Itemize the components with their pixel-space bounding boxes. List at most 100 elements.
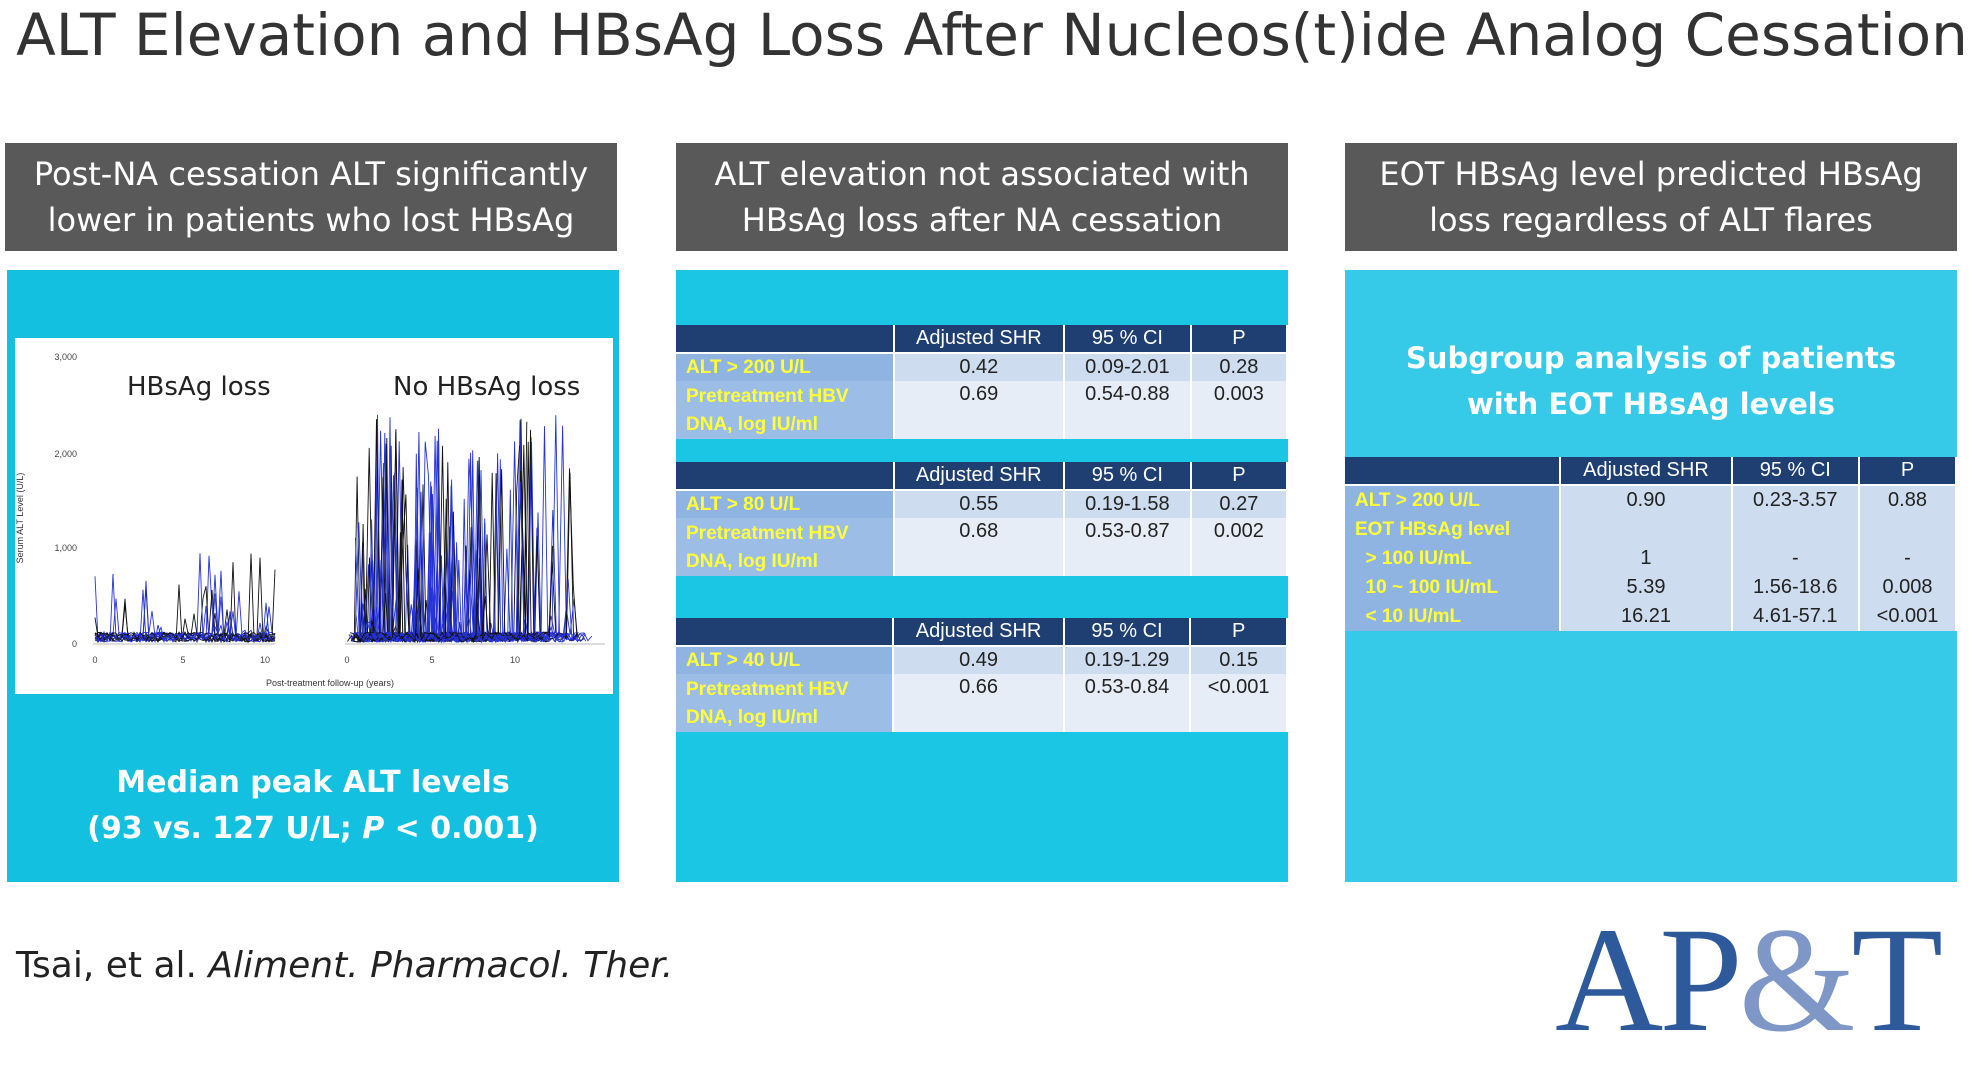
- ytick-label: 3,000: [54, 352, 77, 362]
- plot-xlabel: Post-treatment follow-up (years): [266, 678, 394, 688]
- table-row: > 100 IU/mL 1- -: [1345, 544, 1957, 573]
- header-blank-cell: [676, 462, 895, 491]
- cell-ci: 0.53-0.87: [1063, 518, 1192, 576]
- subgroup-table: Adjusted SHR 95 % CI P ALT > 200 U/L 0.90 0.2…: [1345, 457, 1957, 631]
- column-header: P: [1190, 618, 1288, 647]
- cell-p: [1859, 515, 1957, 544]
- subgroup-title: Subgroup analysis of patients with EOT H…: [1405, 341, 1897, 421]
- row-label: Pretreatment HBV DNA, log IU/ml: [676, 381, 895, 439]
- alt-trace-line: [94, 553, 276, 644]
- column-header: Adjusted SHR: [1560, 457, 1733, 486]
- column-header: Adjusted SHR: [893, 618, 1065, 647]
- cell-shr: 0.55: [893, 490, 1065, 518]
- cell-p: 0.88: [1859, 485, 1957, 515]
- cell-ci: 0.19-1.29: [1063, 646, 1192, 674]
- column-header: P: [1190, 462, 1289, 491]
- cell-shr: 0.90: [1560, 485, 1733, 515]
- row-label: ALT > 200 U/L: [676, 353, 895, 381]
- xtick-label: 10: [260, 655, 270, 665]
- plot-label-hbsag-loss: HBsAg loss: [127, 372, 271, 402]
- cell-p: 0.002: [1190, 518, 1289, 576]
- column-header: 95 % CI: [1064, 325, 1192, 354]
- table-row: ALT > 80 U/L 0.55 0.19-1.58 0.27: [676, 490, 1289, 518]
- cell-shr: 0.66: [893, 674, 1065, 732]
- cell-p: <0.001: [1859, 602, 1957, 631]
- header-eot-predicted: EOT HBsAg level predicted HBsAg loss reg…: [1345, 143, 1957, 251]
- cell-ci: 0.19-1.58: [1063, 490, 1192, 518]
- median-text: < 0.001): [384, 811, 539, 846]
- cell-p: 0.28: [1190, 353, 1289, 381]
- cell-p: <0.001: [1190, 674, 1288, 732]
- median-line1: Median peak ALT levels: [116, 765, 510, 800]
- shr-table: Adjusted SHR 95 % CI P ALT > 40 U/L 0.49 0.19…: [676, 618, 1288, 732]
- row-label: 10 ~ 100 IU/mL: [1345, 573, 1562, 602]
- table-row: < 10 IU/mL 16.21 4.61-57.1 <0.001: [1345, 602, 1957, 631]
- cell-shr: 5.39: [1560, 573, 1733, 602]
- cell-ci: -: [1731, 544, 1861, 573]
- table-row: Pretreatment HBV DNA, log IU/ml 0.66 0.53-…: [676, 674, 1288, 732]
- median-line2: (93 vs. 127 U/L; P < 0.001): [7, 806, 619, 852]
- column-header: 95 % CI: [1063, 618, 1192, 647]
- xtick-label: 10: [510, 655, 520, 665]
- column-header: P: [1859, 457, 1957, 486]
- alt-trace-line: [94, 576, 276, 643]
- shr-table: Adjusted SHR 95 % CI P ALT > 80 U/L 0.55 0.19…: [676, 462, 1289, 576]
- cell-ci: [1731, 515, 1861, 544]
- header-text: Post-NA cessation ALT significantly lowe…: [33, 155, 589, 239]
- row-label: ALT > 80 U/L: [676, 490, 895, 518]
- row-label: > 100 IU/mL: [1345, 544, 1562, 573]
- row-label: ALT > 40 U/L: [676, 646, 895, 674]
- xtick-label: 0: [344, 655, 349, 665]
- citation-journal: Aliment. Pharmacol. Ther.: [208, 945, 674, 986]
- logo-t: T: [1851, 897, 1943, 1063]
- header-text: EOT HBsAg level predicted HBsAg loss reg…: [1379, 155, 1923, 239]
- panel-alt-plot: Serum ALT Level (U/L) 3,000 2,000 1,000 …: [7, 270, 619, 882]
- cell-ci: 0.09-2.01: [1064, 353, 1192, 381]
- column-header: P: [1190, 325, 1289, 354]
- alt-traces: [94, 414, 593, 644]
- cell-p: 0.27: [1190, 490, 1289, 518]
- table-row: ALT > 200 U/L 0.42 0.09-2.01 0.28: [676, 353, 1289, 381]
- cell-shr: 1: [1560, 544, 1733, 573]
- header-text: ALT elevation not associated with HBsAg …: [714, 155, 1250, 239]
- panel-alt-tables: Adjusted SHR 95 % CI P ALT > 200 U/L 0.42 0.0…: [676, 270, 1289, 882]
- row-label: < 10 IU/mL: [1345, 602, 1562, 631]
- table-row: ALT > 200 U/L 0.90 0.23-3.57 0.88: [1345, 485, 1957, 515]
- xtick-label: 5: [429, 655, 434, 665]
- alt-trace-line: [94, 569, 276, 643]
- table-row: Pretreatment HBV DNA, log IU/ml 0.68 0.53-…: [676, 518, 1289, 576]
- header-alt-not-associated: ALT elevation not associated with HBsAg …: [676, 143, 1288, 251]
- alt-plot-figure: Serum ALT Level (U/L) 3,000 2,000 1,000 …: [15, 338, 613, 694]
- column-header: 95 % CI: [1731, 457, 1861, 486]
- header-alt-lower: Post-NA cessation ALT significantly lowe…: [5, 143, 617, 251]
- cell-ci: 0.53-0.84: [1063, 674, 1192, 732]
- ytick-label: 2,000: [54, 449, 77, 459]
- citation: Tsai, et al. Aliment. Pharmacol. Ther.: [16, 945, 673, 986]
- ytick-label: 1,000: [54, 543, 77, 553]
- citation-authors: Tsai, et al.: [16, 945, 209, 986]
- plot-label-no-hbsag-loss: No HBsAg loss: [393, 372, 580, 402]
- cell-ci: 1.56-18.6: [1731, 573, 1861, 602]
- cell-shr: 16.21: [1560, 602, 1733, 631]
- plot-ylabel: Serum ALT Level (U/L): [15, 473, 25, 564]
- table-row: 10 ~ 100 IU/mL 5.39 1.56-18.6 0.008: [1345, 573, 1957, 602]
- cell-shr: 0.49: [893, 646, 1065, 674]
- logo-ap: AP: [1555, 897, 1743, 1063]
- cell-p: 0.15: [1190, 646, 1288, 674]
- cell-ci: 4.61-57.1: [1731, 602, 1861, 631]
- logo-amp: &: [1738, 897, 1856, 1063]
- cell-shr: [1560, 515, 1733, 544]
- column-header: Adjusted SHR: [893, 325, 1066, 354]
- table-row: Pretreatment HBV DNA, log IU/ml 0.69 0.54-…: [676, 381, 1289, 439]
- cell-shr: 0.68: [893, 518, 1065, 576]
- row-label: Pretreatment HBV DNA, log IU/ml: [676, 674, 895, 732]
- cell-shr: 0.69: [893, 381, 1066, 439]
- cell-p: -: [1859, 544, 1957, 573]
- xtick-label: 5: [180, 655, 185, 665]
- xtick-label: 0: [92, 655, 97, 665]
- table-row: EOT HBsAg level: [1345, 515, 1957, 544]
- column-header: Adjusted SHR: [893, 462, 1065, 491]
- apt-logo: AP&T: [1555, 905, 1943, 1055]
- alt-trace-line: [94, 596, 276, 644]
- shr-table: Adjusted SHR 95 % CI P ALT > 200 U/L 0.42 0.0…: [676, 325, 1289, 439]
